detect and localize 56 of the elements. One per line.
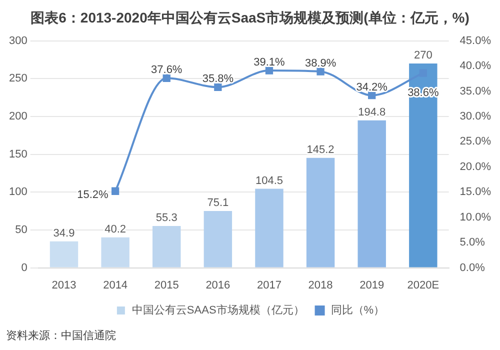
- point: [214, 83, 222, 92]
- y-tick-label: 150: [8, 148, 28, 160]
- x-tick-label: 2019: [360, 279, 384, 292]
- data-label: 37.6%: [151, 64, 182, 76]
- point: [111, 187, 120, 195]
- x-tick-label: 2014: [103, 279, 128, 292]
- x-tick-label: 2017: [256, 279, 282, 292]
- y2-tick-label: 20.0%: [460, 160, 492, 173]
- y2-tick-label: 10.0%: [460, 211, 492, 224]
- y-tick-label: 0: [21, 262, 28, 274]
- data-label: 38.9%: [304, 58, 336, 70]
- data-label: 39.1%: [254, 56, 286, 69]
- point: [162, 74, 170, 82]
- data-label: 35.8%: [202, 73, 234, 86]
- data-label: 34.2%: [356, 81, 388, 94]
- text: 资料来源：中国信通院: [5, 328, 117, 344]
- y-tick-label: 300: [8, 34, 28, 47]
- point: [368, 91, 376, 100]
- point: [316, 68, 324, 76]
- y2-tick-label: 15.0%: [460, 186, 492, 198]
- data-label: 194.8: [358, 106, 386, 118]
- y-tick-label: 200: [8, 110, 28, 122]
- data-label: 270: [414, 50, 432, 62]
- data-label: 55.3: [156, 212, 178, 224]
- bar: [50, 241, 78, 268]
- y2-tick-label: 30.0%: [460, 110, 492, 122]
- x-tick-label: 2018: [308, 279, 333, 292]
- y-tick-label: 100: [8, 186, 28, 198]
- x-tick-label: 2013: [52, 279, 76, 292]
- bar: [101, 237, 130, 268]
- x-tick-label: 2016: [206, 279, 230, 292]
- x-tick-label: 2020E: [407, 279, 440, 292]
- y2-tick-label: 5.0%: [460, 236, 486, 249]
- bar: [204, 210, 232, 268]
- y2-tick-label: 0.0%: [460, 262, 486, 274]
- data-label: 104.5: [255, 174, 283, 187]
- y-tick-label: 250: [8, 72, 28, 85]
- bar: [358, 120, 386, 268]
- y2-tick-label: 35.0%: [460, 85, 492, 98]
- data-label: 40.2: [104, 223, 126, 236]
- y2-tick-label: 45.0%: [460, 34, 492, 47]
- data-label: 145.2: [306, 144, 334, 156]
- y2-tick-label: 40.0%: [460, 60, 492, 72]
- legend-label: 同比（%）: [330, 304, 385, 317]
- y2-tick-label: 25.0%: [460, 136, 492, 148]
- x-tick-label: 2015: [154, 279, 179, 292]
- bar: [255, 188, 284, 268]
- bar: [152, 226, 181, 268]
- point: [265, 66, 274, 74]
- data-label: 34.9: [53, 227, 75, 240]
- bar: [306, 158, 335, 268]
- data-label: 15.2%: [77, 189, 109, 202]
- chart-title: 图表6：2013-2020年中国公有云SaaS市场规模及预测(单位：亿元，%): [30, 9, 470, 26]
- data-label: 75.1: [207, 197, 229, 210]
- y-tick-label: 50: [15, 224, 28, 236]
- legend-label: 中国公有云SAAS市场规模（亿元）: [132, 304, 304, 317]
